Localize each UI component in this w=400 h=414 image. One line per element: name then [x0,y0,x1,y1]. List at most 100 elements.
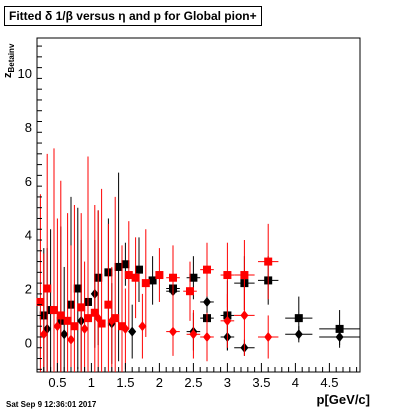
data-point [70,205,79,372]
marker-square [294,314,303,323]
marker-square [77,303,86,312]
data-point [121,288,130,370]
marker-square [56,311,65,320]
marker-diamond [169,326,177,337]
x-tick-label: 1.5 [116,375,134,390]
chart-axes: 0.5 1 1.5 2 2.5 3 3.5 4 4.5 0 2 4 6 8 10 [18,45,358,390]
data-point [56,180,65,372]
marker-square [114,262,123,271]
data-point [166,307,180,356]
data-point [67,245,75,372]
x-tick-label: 0.5 [48,375,66,390]
data-point [84,156,92,372]
y-tick-label: 6 [25,174,32,189]
data-point [131,237,140,319]
marker-square [169,273,177,282]
marker-square [186,287,194,296]
marker-square [264,257,273,266]
data-point [234,275,255,356]
marker-diamond [67,334,75,345]
y-tick-label: 0 [25,335,32,350]
x-axis-label: p[GeV/c] [316,392,370,407]
marker-diamond [335,331,344,342]
datestamp: Sat Sep 9 12:36:01 2017 [6,400,97,409]
marker-square [73,284,82,293]
marker-square [189,273,198,282]
marker-diamond [203,296,211,307]
marker-diamond [240,310,249,321]
marker-diamond [189,329,198,340]
marker-square [70,322,79,331]
x-tick-label: 1 [88,375,95,390]
data-point [258,223,279,300]
marker-square [50,306,58,315]
marker-diamond [107,315,116,326]
plot-frame [36,37,361,373]
data-point [200,242,214,297]
marker-square [135,265,143,274]
x-tick-label: 3 [224,375,231,390]
marker-square [90,308,99,317]
data-point [155,248,164,302]
data-point [183,261,197,321]
data-point [128,304,137,359]
marker-square [223,271,232,280]
data-point [90,205,99,372]
data-point [104,223,113,372]
data-point [166,245,180,311]
marker-diamond [128,326,137,337]
data-point [94,210,103,372]
data-point [77,213,86,372]
marker-square [203,265,211,274]
y-tick-label: 8 [25,120,32,135]
y-tick-label: 10 [18,66,32,81]
marker-diamond [60,329,69,340]
data-point [111,196,120,372]
data-point [138,293,147,359]
marker-square [36,297,45,306]
marker-diamond [94,313,103,324]
data-point [141,229,150,337]
x-tick-label: 3.5 [252,375,270,390]
data-point [53,218,62,372]
marker-square [111,314,120,323]
marker-square [124,271,133,280]
marker-square [155,271,164,280]
data-point [186,310,201,359]
data-point [135,237,143,302]
marker-square [131,273,140,282]
x-tick-label: 4 [292,375,299,390]
y-axis-label-main: z [2,72,14,79]
data-point [46,229,55,372]
y-tick-label: 4 [25,228,32,243]
marker-square [121,260,130,269]
data-point [97,188,106,372]
marker-square [141,279,150,288]
data-point [124,221,133,329]
x-tick-label: 2.5 [184,375,202,390]
marker-diamond [264,331,273,342]
marker-square [84,314,92,323]
data-point [220,293,235,348]
data-point [80,261,89,372]
marker-square [63,316,72,325]
data-point [63,213,72,372]
marker-square [97,319,106,328]
marker-square [118,322,126,331]
marker-diamond [223,315,232,326]
marker-diamond [138,321,147,332]
data-point [319,328,360,346]
chart-marks [36,148,360,372]
marker-square [104,300,113,309]
data-point [73,207,82,370]
marker-diamond [121,323,130,334]
marker-diamond [294,329,303,340]
y-axis-label-sub: Betainv [7,43,17,73]
chart-title: Fitted δ 1/β versus η and p for Global p… [4,6,262,26]
marker-diamond [203,331,211,342]
data-point [107,266,116,372]
data-point [200,312,214,362]
x-tick-label: 2 [156,375,163,390]
marker-square [43,284,52,293]
